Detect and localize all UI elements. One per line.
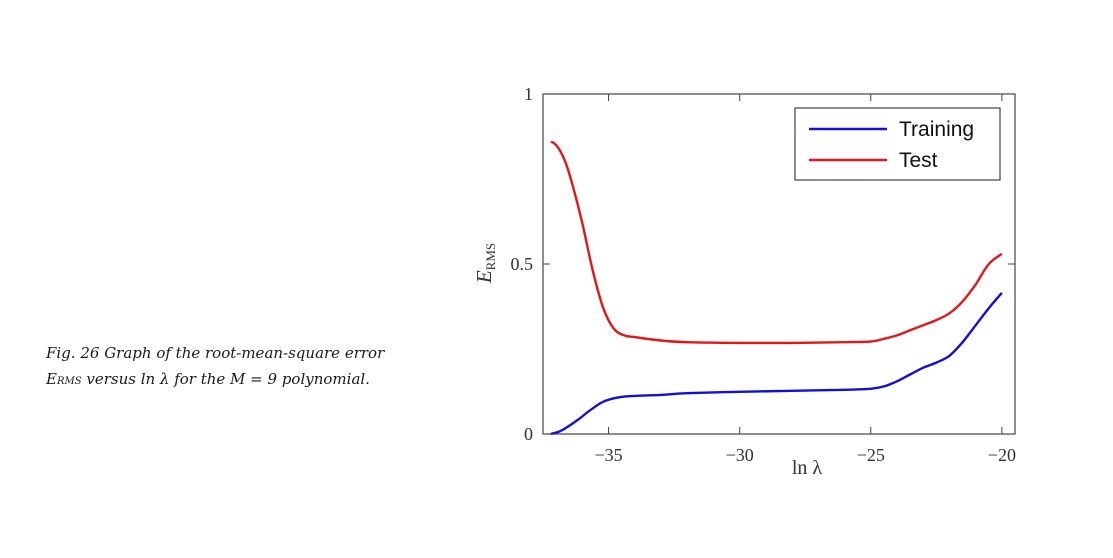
y-tick-label: 0.5: [511, 254, 534, 274]
x-tick-label: −30: [726, 445, 754, 465]
caption-subscript: RMS: [56, 376, 82, 387]
y-axis-label-main: E: [472, 270, 496, 284]
x-axis-label: ln λ: [792, 457, 823, 479]
axis-ticks: −35 −30 −25 −20 0 0.5 1: [511, 84, 1016, 465]
y-tick-label: 1: [524, 84, 533, 104]
legend-label-test: Test: [899, 149, 938, 172]
caption-text-part2: versus ln λ for the M = 9 polynomial.: [81, 370, 370, 388]
caption-text-part1: Fig. 26 Graph of the root-mean-square er…: [46, 344, 385, 388]
series-lines: [550, 140, 1003, 436]
legend: Training Test: [794, 107, 1001, 181]
y-axis-label-text: ERMS: [472, 243, 498, 284]
y-axis-label: ERMS: [472, 243, 498, 284]
y-tick-label: 0: [524, 424, 533, 444]
x-tick-label: −35: [594, 445, 622, 465]
x-tick-label: −20: [988, 445, 1016, 465]
legend-label-training: Training: [899, 118, 974, 141]
y-axis-label-sub: RMS: [483, 243, 498, 270]
series-line-training: [550, 292, 1003, 436]
x-tick-label: −25: [857, 445, 885, 465]
series-line-test: [550, 140, 1003, 345]
legend-box: [794, 107, 1001, 181]
figure-caption: Fig. 26 Graph of the root-mean-square er…: [46, 340, 416, 395]
